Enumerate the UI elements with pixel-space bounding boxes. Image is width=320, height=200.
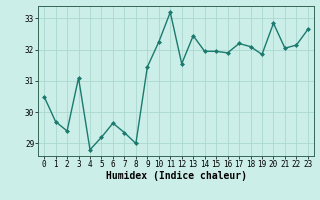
- X-axis label: Humidex (Indice chaleur): Humidex (Indice chaleur): [106, 171, 246, 181]
